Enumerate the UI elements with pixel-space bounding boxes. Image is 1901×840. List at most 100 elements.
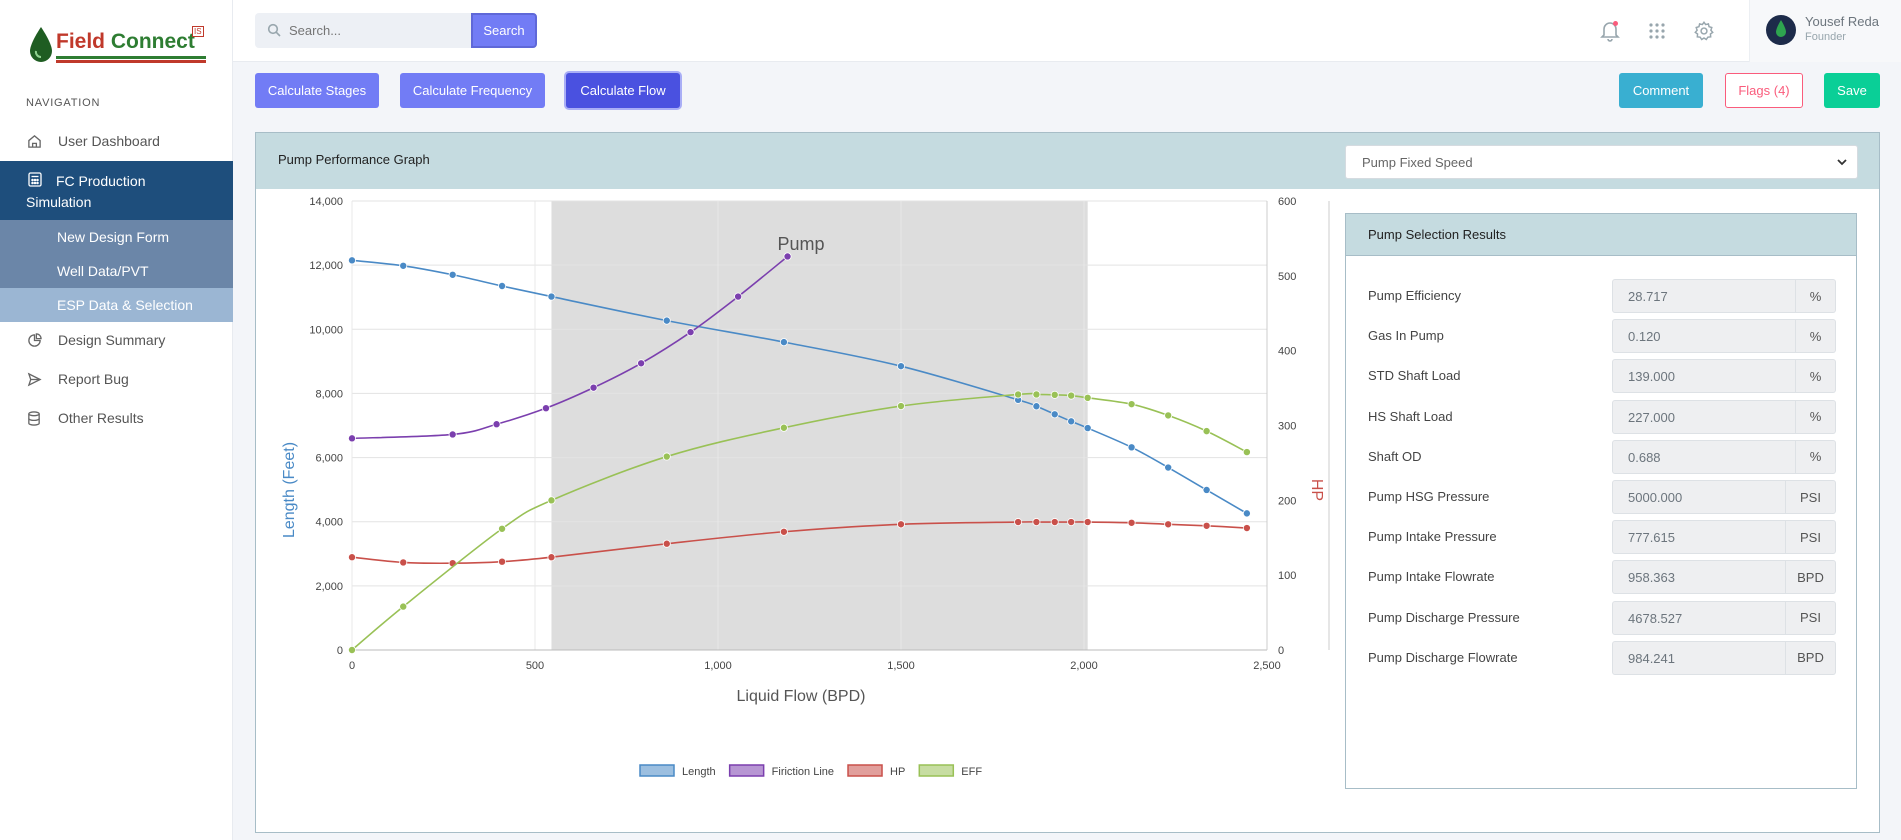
sidebar-item-fc-production-simulation[interactable]: FC Production Simulation: [0, 161, 233, 220]
x-tick-label: 1,500: [887, 660, 915, 672]
legend-label-firiction-line: Firiction Line: [772, 766, 834, 778]
sidebar-subitem-well-data-pvt[interactable]: Well Data/PVT: [0, 254, 233, 288]
logo-underline-red: [56, 60, 206, 63]
y-hp-tick-label: 500: [1278, 271, 1296, 283]
data-point-hp: [1127, 518, 1136, 527]
x-axis-title: Liquid Flow (BPD): [737, 688, 866, 705]
y-hp-tick-label: 300: [1278, 421, 1296, 433]
sidebar-item-other-results[interactable]: Other Results: [0, 400, 233, 436]
result-label: Pump Discharge Flowrate: [1368, 649, 1518, 665]
user-profile[interactable]: Yousef Reda Founder: [1749, 0, 1901, 62]
sidebar: Field Connect IS NAVIGATION User Dashboa…: [0, 0, 233, 840]
data-point-length: [1242, 509, 1251, 518]
chart-title: Pump: [777, 234, 824, 254]
notification-bell-icon[interactable]: [1598, 19, 1622, 43]
search-icon: [267, 23, 281, 42]
data-point-firiction-line: [637, 359, 646, 368]
result-value-field: 0.120: [1612, 319, 1796, 354]
avatar: [1766, 15, 1796, 45]
result-value-field: 4678.527: [1612, 600, 1786, 635]
settings-gear-icon[interactable]: [1692, 19, 1716, 43]
y-left-tick-label: 14,000: [309, 196, 343, 208]
result-value-field: 0.688: [1612, 439, 1796, 474]
sidebar-item-design-summary[interactable]: Design Summary: [0, 322, 233, 358]
data-point-length: [1050, 410, 1059, 419]
y-hp-tick-label: 200: [1278, 495, 1296, 507]
data-point-eff: [662, 452, 671, 461]
result-row: Gas In Pump 0.120%: [1368, 319, 1838, 354]
result-row: Pump Intake Pressure 777.615 PSI: [1368, 520, 1838, 555]
data-point-length: [1032, 402, 1041, 411]
search-button[interactable]: Search: [471, 13, 537, 48]
sidebar-item-user-dashboard[interactable]: User Dashboard: [0, 123, 233, 159]
y-hp-tick-label: 100: [1278, 570, 1296, 582]
calculate-frequency-button[interactable]: Calculate Frequency: [400, 73, 545, 108]
data-point-hp: [1050, 518, 1059, 527]
data-point-length: [547, 292, 556, 301]
data-point-eff: [897, 402, 906, 411]
data-point-hp: [1202, 521, 1211, 530]
flags-button[interactable]: Flags (4): [1725, 73, 1803, 108]
result-label: Pump Intake Flowrate: [1368, 569, 1495, 585]
y-left-tick-label: 2,000: [315, 581, 343, 593]
search-input[interactable]: [289, 13, 469, 48]
result-unit: PSI: [1786, 600, 1836, 635]
result-unit: %: [1796, 319, 1836, 354]
database-icon: [26, 410, 42, 426]
sidebar-item-label: Design Summary: [58, 332, 166, 348]
result-row: Pump HSG Pressure 5000.000 PSI: [1368, 480, 1838, 514]
result-value-field: 28.717: [1612, 279, 1796, 313]
data-point-hp: [399, 558, 408, 567]
result-row: HS Shaft Load 227.000%: [1368, 399, 1838, 434]
result-row: Pump Efficiency 28.717%: [1368, 279, 1838, 313]
result-label: Pump HSG Pressure: [1368, 489, 1490, 504]
data-point-hp: [547, 553, 556, 562]
pump-mode-selected-value: Pump Fixed Speed: [1362, 154, 1473, 170]
calculate-stages-button[interactable]: Calculate Stages: [255, 73, 379, 108]
legend-swatch-hp: [847, 764, 883, 777]
result-unit: %: [1796, 399, 1836, 434]
oil-drop-icon: [30, 27, 52, 62]
save-button[interactable]: Save: [1824, 73, 1880, 108]
y-hp-tick-label: 0: [1278, 645, 1284, 657]
data-point-hp: [1067, 518, 1076, 527]
result-value-field: 5000.000: [1612, 480, 1786, 514]
data-point-length: [399, 261, 408, 270]
sidebar-subitem-new-design-form[interactable]: New Design Form: [0, 220, 233, 254]
apps-grid-icon[interactable]: [1645, 19, 1669, 43]
comment-button[interactable]: Comment: [1619, 73, 1703, 108]
data-point-length: [1164, 463, 1173, 472]
data-point-hp: [348, 553, 357, 562]
legend-swatch-firiction-line: [728, 764, 765, 777]
home-icon: [26, 133, 42, 149]
data-point-length: [1202, 485, 1211, 494]
data-point-hp: [1032, 518, 1041, 527]
sidebar-item-report-bug[interactable]: Report Bug: [0, 361, 233, 397]
data-point-eff: [1067, 391, 1076, 400]
result-unit: PSI: [1786, 480, 1836, 514]
result-unit: %: [1796, 279, 1836, 313]
legend-label-hp: HP: [890, 766, 905, 778]
y-left-tick-label: 0: [337, 645, 343, 657]
result-row: STD Shaft Load 139.000%: [1368, 359, 1838, 394]
x-tick-label: 2,000: [1070, 660, 1098, 672]
data-point-eff: [1164, 411, 1173, 420]
result-unit: BPD: [1786, 560, 1836, 595]
data-point-eff: [498, 524, 507, 533]
pump-mode-select[interactable]: Pump Fixed Speed: [1345, 145, 1858, 179]
x-tick-label: 2,500: [1253, 660, 1281, 672]
data-point-hp: [897, 520, 906, 529]
data-point-length: [779, 338, 788, 347]
sidebar-subitem-esp-data-selection[interactable]: ESP Data & Selection: [0, 288, 233, 322]
search-box: [255, 13, 472, 48]
calculate-flow-button[interactable]: Calculate Flow: [566, 73, 680, 108]
app-logo[interactable]: Field Connect IS: [28, 22, 206, 68]
data-point-hp: [779, 527, 788, 536]
user-name: Yousef Reda: [1805, 14, 1879, 29]
sidebar-item-label-continued: Simulation: [26, 194, 92, 210]
data-point-firiction-line: [734, 292, 743, 301]
top-header: Search Yousef Reda Founder: [233, 0, 1901, 62]
pie-chart-icon: [26, 332, 42, 348]
panel-title: Pump Performance Graph: [278, 152, 430, 167]
data-point-eff: [348, 645, 357, 654]
